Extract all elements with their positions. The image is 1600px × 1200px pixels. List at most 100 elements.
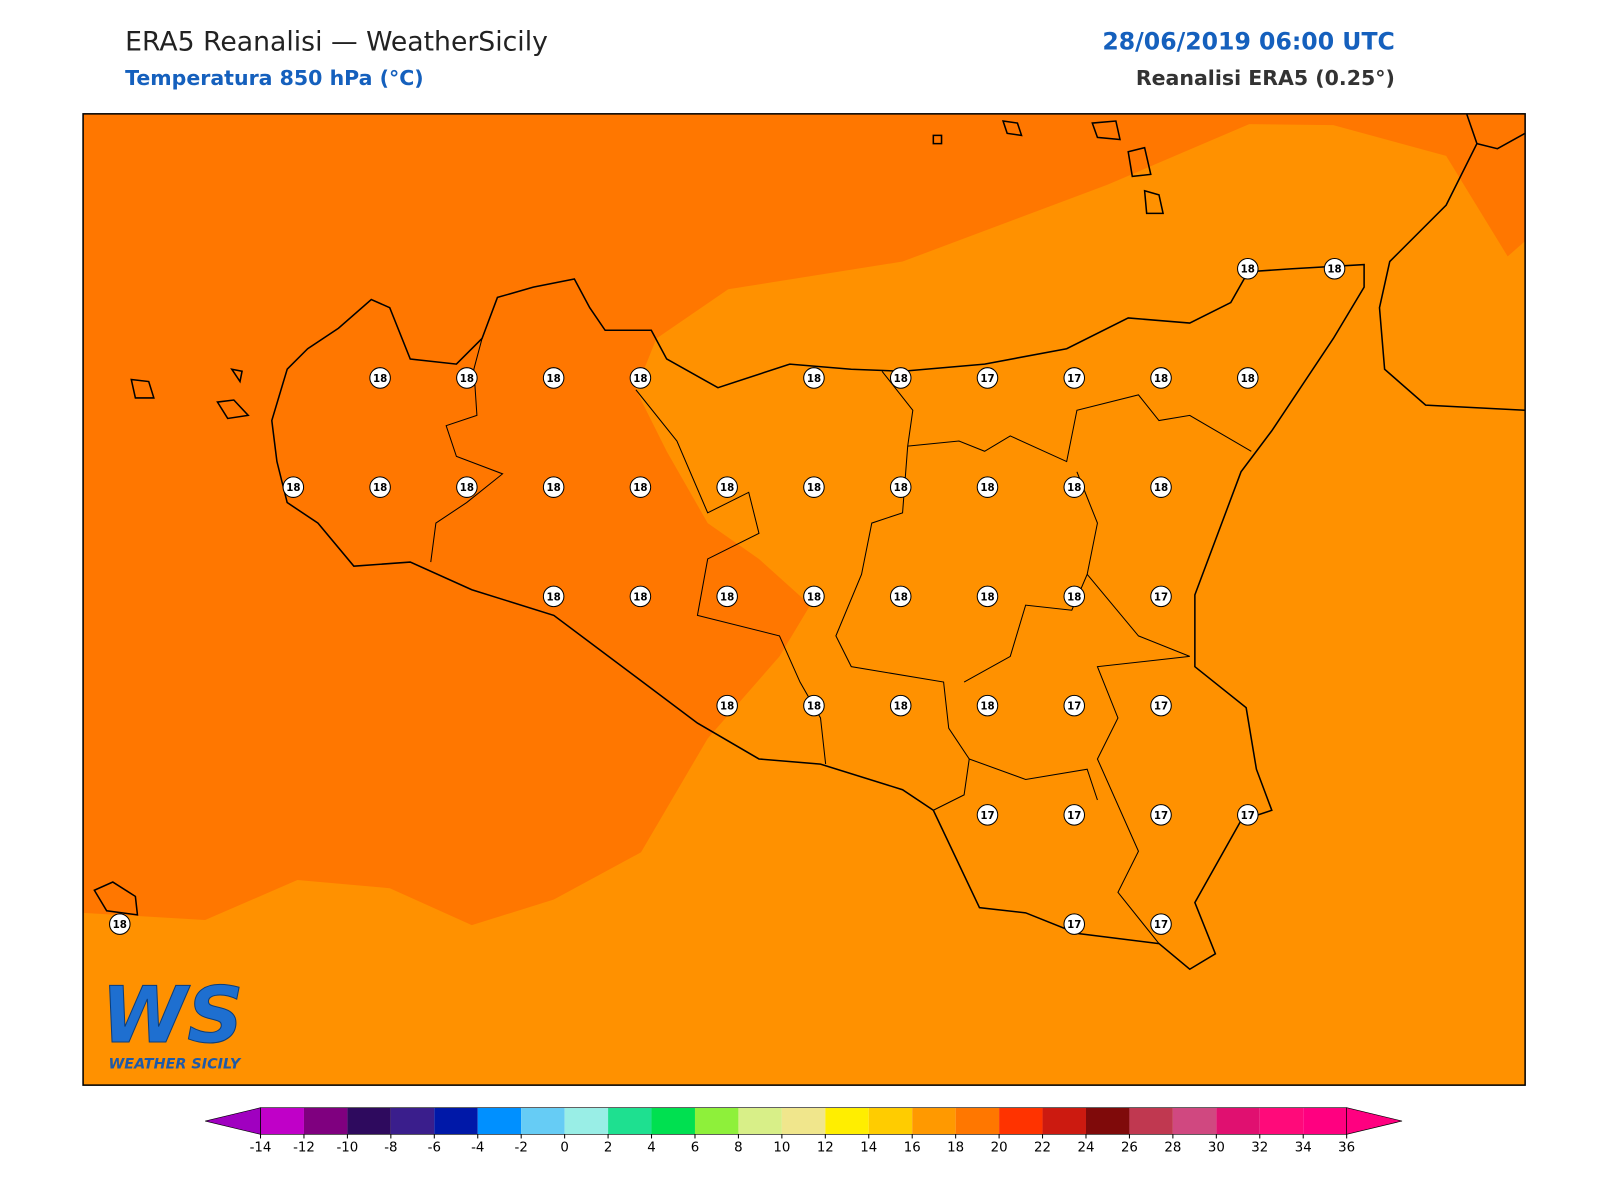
- colorbar-box: [1172, 1107, 1217, 1135]
- station-value: 17: [1241, 810, 1255, 822]
- colorbar-box: [955, 1107, 1000, 1135]
- station-marker: [1063, 367, 1086, 389]
- colorbar-tick-label: -12: [293, 1141, 315, 1156]
- colorbar-tick-label: -8: [384, 1141, 397, 1156]
- station-marker: [542, 476, 565, 498]
- station-value: 18: [286, 482, 300, 494]
- station-value: 17: [980, 810, 994, 822]
- station-value: 18: [1241, 264, 1255, 276]
- station-marker: [976, 585, 999, 608]
- station-value: 17: [1067, 701, 1081, 713]
- station-marker: [456, 367, 478, 389]
- colorbar-tick-label: 10: [773, 1141, 790, 1156]
- colorbar-tick-label: 34: [1295, 1141, 1312, 1156]
- colorbar-tick-label: 0: [560, 1141, 568, 1156]
- station-value: 18: [980, 701, 994, 713]
- colorbar-tick-label: 16: [904, 1141, 921, 1156]
- colorbar-tick-label: 8: [734, 1141, 742, 1156]
- station-marker: [716, 585, 738, 608]
- station-marker: [716, 476, 738, 498]
- station-marker: [803, 476, 825, 498]
- colorbar-box: [999, 1107, 1043, 1135]
- colorbar-tick-label: 36: [1338, 1141, 1355, 1156]
- colorbar-box: [477, 1107, 522, 1135]
- station-value: 18: [1327, 264, 1341, 276]
- station-labels: 18 18 18 18 18 18 18 18 17 17 18 18 18 18 18 18 18 18 18 18…: [109, 257, 1346, 935]
- station-value: 17: [1154, 591, 1168, 603]
- station-value: 18: [633, 482, 647, 494]
- station-marker: [456, 476, 478, 498]
- station-value: 18: [807, 701, 821, 713]
- station-value: 18: [1067, 482, 1081, 494]
- station-marker: [1063, 804, 1086, 826]
- colorbar-tick-label: 6: [691, 1141, 699, 1156]
- colorbar-box: [738, 1107, 782, 1135]
- station-value: 17: [1067, 810, 1081, 822]
- colorbar-tick-label: 2: [604, 1141, 612, 1156]
- colorbar-box: [564, 1107, 609, 1135]
- colorbar-tick-label: 32: [1251, 1141, 1268, 1156]
- colorbar-under: [205, 1107, 261, 1135]
- colorbar-box: [694, 1107, 739, 1135]
- station-value: 18: [547, 591, 561, 603]
- station-marker: [542, 367, 565, 389]
- colorbar-frame: [260, 1107, 1347, 1135]
- station-value: 18: [720, 482, 734, 494]
- colorbar-box: [1085, 1107, 1130, 1135]
- colorbar-box: [1303, 1107, 1347, 1135]
- colorbar-tick-label: -2: [515, 1141, 528, 1156]
- station-value: 18: [1241, 373, 1255, 385]
- colorbar-box: [825, 1107, 869, 1135]
- station-value: 18: [807, 373, 821, 385]
- station-marker: [889, 476, 912, 498]
- station-marker: [542, 585, 565, 608]
- station-marker: [369, 367, 391, 389]
- colorbar-tick-label: -4: [471, 1141, 484, 1156]
- station-value: 18: [633, 591, 647, 603]
- station-marker: [889, 694, 912, 717]
- station-marker: [1150, 585, 1172, 608]
- station-marker: [1150, 804, 1172, 826]
- colorbar-tick-label: 22: [1034, 1141, 1051, 1156]
- colorbar-tick-label: 18: [947, 1141, 964, 1156]
- colorbar-tick-label: -6: [428, 1141, 441, 1156]
- station-marker: [1150, 913, 1172, 935]
- station-marker: [1237, 804, 1259, 826]
- station-value: 18: [894, 701, 908, 713]
- colorbar-box: [912, 1107, 956, 1135]
- colorbar-box: [1259, 1107, 1304, 1135]
- colorbar-box: [390, 1107, 435, 1135]
- colorbar-box: [1042, 1107, 1086, 1135]
- station-value: 17: [1154, 810, 1168, 822]
- station-value: 17: [1067, 373, 1081, 385]
- station-marker: [1237, 257, 1259, 280]
- station-marker: [1063, 476, 1086, 498]
- colorbar-box: [608, 1107, 652, 1135]
- colorbar-tick-label: 30: [1208, 1141, 1225, 1156]
- colorbar-box: [1129, 1107, 1173, 1135]
- colorbar-tick-label: 4: [647, 1141, 655, 1156]
- station-marker: [629, 585, 652, 608]
- station-marker: [369, 476, 391, 498]
- station-value: 17: [1067, 919, 1081, 931]
- colorbar-over: [1346, 1107, 1403, 1135]
- station-marker: [1237, 367, 1259, 389]
- colorbar-box: [651, 1107, 695, 1135]
- colorbar-tick-label: -14: [250, 1141, 272, 1156]
- station-marker: [109, 913, 131, 935]
- station-marker: [976, 804, 999, 826]
- station-value: 18: [894, 591, 908, 603]
- colorbar-tick-label: 20: [991, 1141, 1008, 1156]
- colorbar-tick-label: 24: [1078, 1141, 1095, 1156]
- station-value: 18: [373, 482, 387, 494]
- station-value: 18: [720, 701, 734, 713]
- title: ERA5 Reanalisi — WeatherSicily: [125, 27, 548, 58]
- station-value: 18: [460, 482, 474, 494]
- station-value: 18: [113, 919, 127, 931]
- colorbar-tick-label: -10: [337, 1141, 359, 1156]
- colorbar-box: [434, 1107, 478, 1135]
- station-value: 18: [373, 373, 387, 385]
- coastline: [93, 113, 1526, 971]
- station-marker: [803, 694, 825, 717]
- station-marker: [889, 585, 912, 608]
